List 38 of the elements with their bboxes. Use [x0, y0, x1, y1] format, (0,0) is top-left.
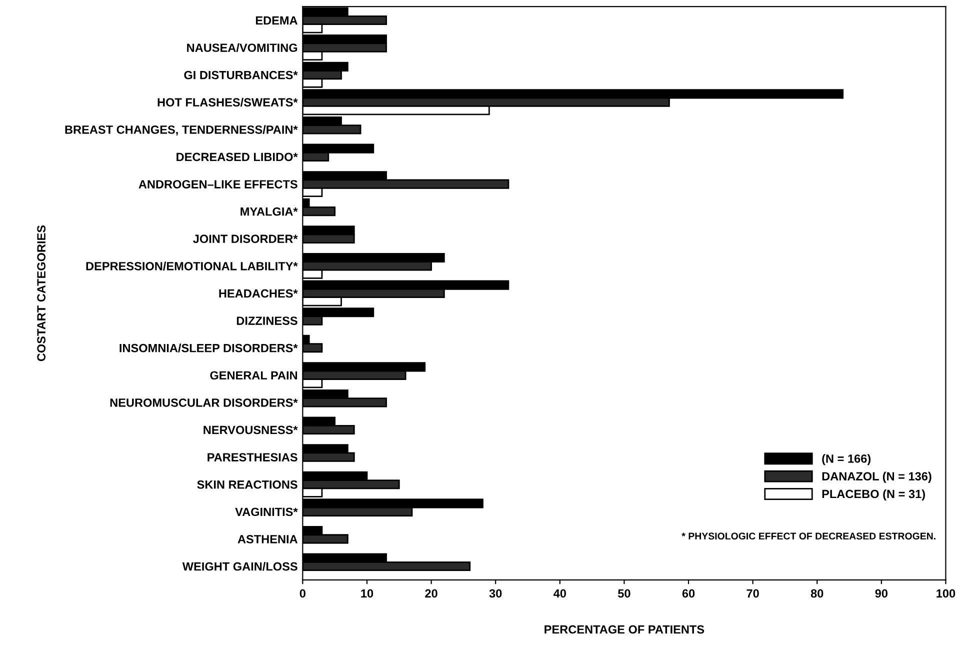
legend-label: (N = 166)	[822, 454, 871, 466]
x-tick-label: 90	[875, 589, 888, 598]
x-tick-label: 20	[425, 589, 438, 598]
x-tick-label: 50	[618, 589, 630, 598]
annotation: * PHYSIOLOGIC EFFECT OF DECREASED ESTROGEN.	[682, 532, 936, 540]
x-tick-label: 60	[682, 589, 695, 598]
legend-label: DANAZOL (N = 136)	[822, 472, 932, 483]
y-tick-label: BREAST CHANGES, TENDERNESS/PAIN*	[65, 125, 298, 136]
x-axis-title: PERCENTAGE OF PATIENTS	[544, 625, 704, 634]
x-tick-label: 10	[361, 589, 374, 598]
y-tick-label: VAGINITIS*	[235, 508, 298, 516]
y-tick-label: HEADACHES*	[219, 289, 298, 298]
x-tick-label: 80	[810, 589, 824, 598]
y-tick-label: ANDROGEN–LIKE EFFECTS	[138, 180, 298, 188]
legend-label: PLACEBO (N = 31)	[822, 489, 925, 500]
y-tick-label: DECREASED LIBIDO*	[176, 152, 298, 162]
x-tick-label: 100	[936, 589, 956, 598]
y-tick-label: NAUSEA/VOMITING	[187, 43, 298, 52]
y-tick-label: JOINT DISORDER*	[193, 234, 298, 244]
x-tick-label: 70	[746, 589, 759, 598]
x-tick-label: 0	[300, 589, 306, 598]
y-tick-label: PARESTHESIAS	[208, 453, 298, 462]
y-tick-label: WEIGHT GAIN/LOSS	[182, 562, 298, 571]
y-tick-label: GI DISTURBANCES*	[184, 70, 298, 80]
y-tick-label: NEUROMUSCULAR DISORDERS*	[110, 398, 298, 407]
y-tick-label: NERVOUSNESS*	[204, 426, 298, 434]
y-tick-label: ASTHENIA	[238, 535, 298, 544]
y-tick-label: HOT FLASHES/SWEATS*	[158, 98, 298, 107]
y-tick-label: DEPRESSION/EMOTIONAL LABILITY*	[86, 262, 298, 270]
x-tick-label: 30	[489, 589, 502, 598]
y-tick-label: DIZZINESS	[236, 316, 298, 325]
y-tick-label: SKIN REACTIONS	[197, 480, 298, 489]
y-tick-label: MYALGIA*	[240, 207, 298, 216]
y-axis-title: COSTART CATEGORIES	[37, 225, 46, 362]
y-tick-label: EDEMA	[256, 16, 298, 25]
y-tick-label: INSOMNIA/SLEEP DISORDERS*	[120, 344, 298, 352]
y-tick-label: GENERAL PAIN	[210, 371, 298, 380]
x-tick-label: 40	[554, 589, 566, 598]
